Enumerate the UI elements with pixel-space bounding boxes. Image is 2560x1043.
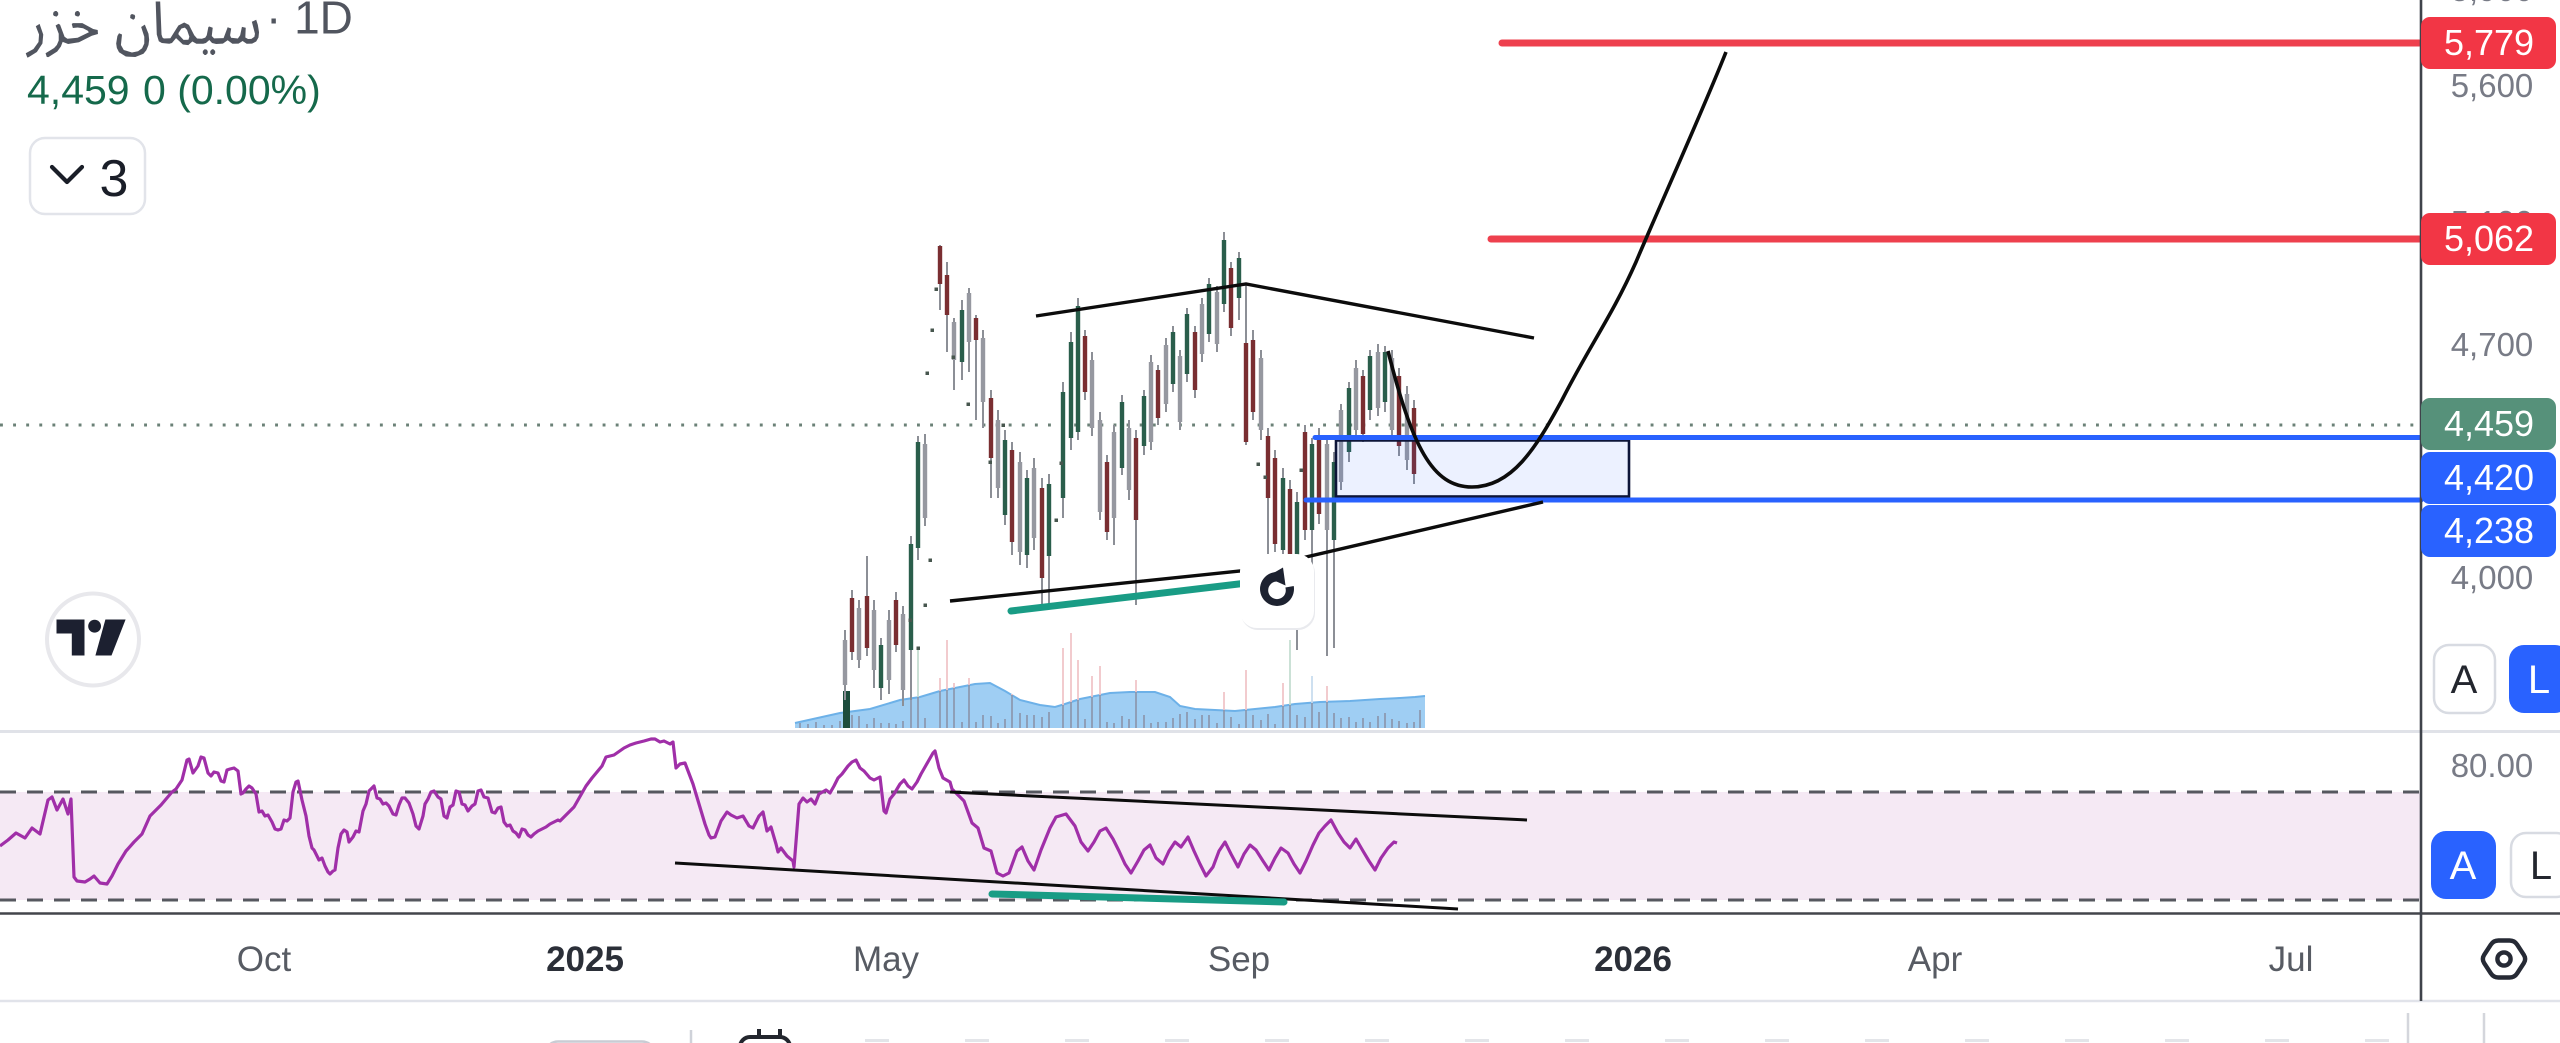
svg-text:3: 3: [100, 150, 129, 208]
svg-text:Sep: Sep: [1208, 940, 1270, 979]
svg-text:· 1D: · 1D: [266, 0, 353, 44]
svg-text:Apr: Apr: [1908, 940, 1963, 979]
svg-text:4,459: 4,459: [27, 67, 130, 113]
svg-text:4,000: 4,000: [2451, 559, 2534, 596]
svg-text:4,238: 4,238: [2444, 510, 2534, 551]
svg-text:0 (0.00%): 0 (0.00%): [143, 67, 321, 113]
svg-text:Jul: Jul: [2269, 940, 2314, 979]
svg-text:80.00: 80.00: [2451, 747, 2534, 784]
svg-text:4,459: 4,459: [2444, 403, 2534, 444]
svg-text:L: L: [2530, 844, 2552, 888]
svg-text:2026: 2026: [1594, 940, 1672, 979]
svg-text:5,779: 5,779: [2444, 22, 2534, 63]
svg-text:4,700: 4,700: [2451, 326, 2534, 363]
svg-text:May: May: [853, 940, 920, 979]
svg-text:5,600: 5,600: [2451, 67, 2534, 104]
svg-text:5,062: 5,062: [2444, 218, 2534, 259]
svg-text:4,420: 4,420: [2444, 457, 2534, 498]
svg-text:A: A: [2451, 658, 2478, 702]
svg-text:5,900: 5,900: [2451, 0, 2534, 8]
svg-text:A: A: [2450, 844, 2477, 888]
svg-text:L: L: [2528, 658, 2550, 702]
svg-text:2025: 2025: [546, 940, 624, 979]
svg-text:Oct: Oct: [237, 940, 292, 979]
